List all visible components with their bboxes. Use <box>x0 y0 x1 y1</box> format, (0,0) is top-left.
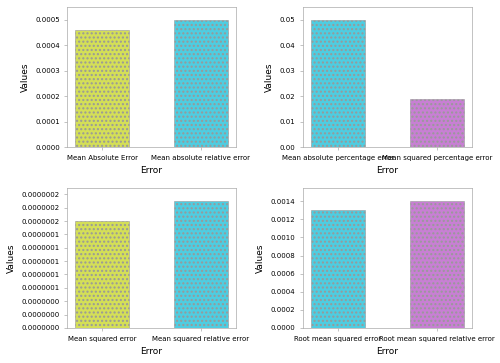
Y-axis label: Values: Values <box>256 243 266 273</box>
Y-axis label: Values: Values <box>7 243 16 273</box>
Bar <box>75 221 130 328</box>
Bar <box>174 201 228 328</box>
Bar <box>311 210 365 328</box>
Bar <box>75 30 130 147</box>
X-axis label: Error: Error <box>376 347 398 356</box>
Y-axis label: Values: Values <box>266 62 274 92</box>
X-axis label: Error: Error <box>376 166 398 175</box>
Bar <box>311 20 365 147</box>
Bar <box>410 201 464 328</box>
X-axis label: Error: Error <box>140 347 162 356</box>
Y-axis label: Values: Values <box>20 62 30 92</box>
Bar <box>410 99 464 147</box>
Bar <box>174 20 228 147</box>
X-axis label: Error: Error <box>140 166 162 175</box>
